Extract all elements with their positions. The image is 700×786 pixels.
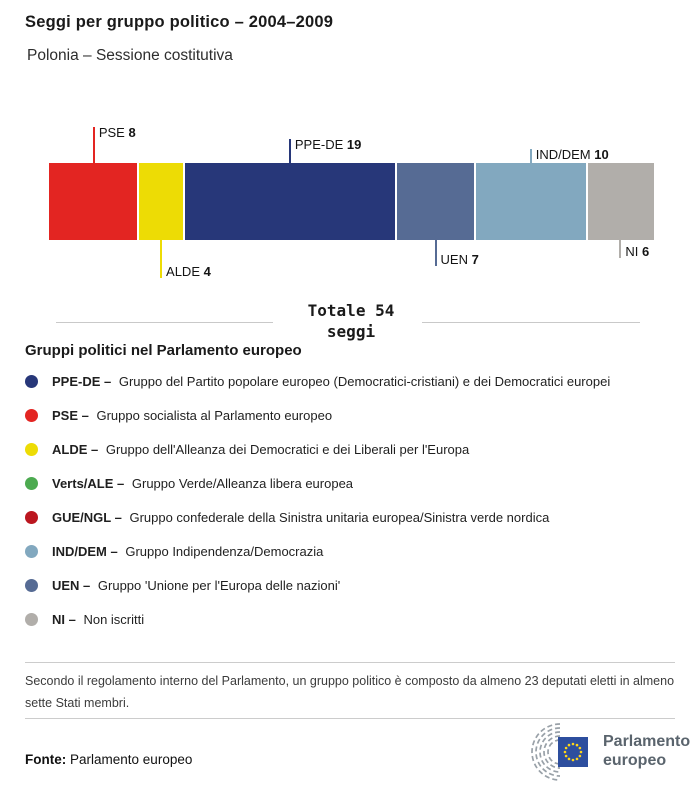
page-title: Seggi per gruppo politico – 2004–2009	[25, 13, 334, 31]
total-label-line2: seggi	[326, 322, 376, 341]
legend-item-inddem: IND/DEM – Gruppo Indipendenza/Democrazia	[25, 541, 685, 562]
legend-dot-icon	[25, 375, 38, 388]
total-rule-right	[422, 322, 640, 323]
callout-line-ALDE	[160, 240, 163, 278]
callout-line-UEN	[434, 240, 437, 266]
divider-bottom	[25, 718, 675, 719]
legend-item-vertsale: Verts/ALE – Gruppo Verde/Alleanza libera…	[25, 473, 685, 494]
eu-stars	[563, 742, 583, 762]
callout-label-NI: NI 6	[625, 244, 650, 259]
source-value: Parlamento europeo	[70, 752, 193, 767]
legend-item-label: IND/DEM – Gruppo Indipendenza/Democrazia	[52, 544, 324, 559]
legend-item-label: UEN – Gruppo 'Unione per l'Europa delle …	[52, 578, 341, 593]
footnote: Secondo il regolamento interno del Parla…	[25, 674, 675, 710]
source-label: Fonte:	[25, 752, 67, 767]
ep-logo-text-line2: europeo	[603, 752, 667, 769]
legend-item-label: NI – Non iscritti	[52, 612, 145, 627]
divider-top	[25, 662, 675, 663]
chart: PSE 8 ALDE 4 PPE-DE 19 UEN 7 IND/DEM 10 NI 6	[49, 120, 654, 280]
callout-line-PSE	[92, 127, 95, 163]
ep-logo: Parlamento europeo	[518, 723, 690, 781]
legend-dot-icon	[25, 613, 38, 626]
stacked-bar	[49, 163, 654, 240]
bar-segment-ALDE	[139, 163, 184, 240]
legend-item-label: PPE-DE – Gruppo del Partito popolare eur…	[52, 374, 611, 389]
legend-dot-icon	[25, 511, 38, 524]
legend-item-label: PSE – Gruppo socialista al Parlamento eu…	[52, 408, 333, 423]
legend-dot-icon	[25, 579, 38, 592]
eu-flag	[558, 737, 588, 767]
legend-item-ppede: PPE-DE – Gruppo del Partito popolare eur…	[25, 371, 685, 392]
callout-line-IND/DEM	[529, 149, 532, 163]
callout-label-IND/DEM: IND/DEM 10	[535, 147, 609, 162]
ep-logo-text: Parlamento europeo	[603, 732, 690, 770]
legend: PPE-DE – Gruppo del Partito popolare eur…	[25, 371, 685, 643]
callout-label-PSE: PSE 8	[98, 125, 136, 140]
callout-label-PPE-DE: PPE-DE 19	[294, 137, 362, 152]
bar-segment-UEN	[396, 163, 474, 240]
bar-segment-PSE	[49, 163, 138, 240]
legend-item-ni: NI – Non iscritti	[25, 609, 685, 630]
legend-item-label: GUE/NGL – Gruppo confederale della Sinis…	[52, 510, 550, 525]
legend-dot-icon	[25, 409, 38, 422]
bar-segment-IND/DEM	[475, 163, 586, 240]
callout-label-ALDE: ALDE 4	[166, 264, 211, 279]
bar-segment-NI	[587, 163, 654, 240]
legend-item-uen: UEN – Gruppo 'Unione per l'Europa delle …	[25, 575, 685, 596]
source-line: Fonte: Parlamento europeo	[25, 752, 192, 767]
legend-dot-icon	[25, 443, 38, 456]
bar-segment-PPE-DE	[185, 163, 395, 240]
legend-item-label: ALDE – Gruppo dell'Alleanza dei Democrat…	[52, 442, 470, 457]
legend-heading: Gruppi politici nel Parlamento europeo	[25, 342, 302, 359]
legend-dot-icon	[25, 545, 38, 558]
legend-item-guengl: GUE/NGL – Gruppo confederale della Sinis…	[25, 507, 685, 528]
legend-dot-icon	[25, 477, 38, 490]
ep-hemicycle-icon	[531, 723, 588, 781]
total-label-line1: Totale 54	[307, 301, 395, 320]
ep-logo-text-line1: Parlamento	[603, 733, 691, 750]
legend-item-alde: ALDE – Gruppo dell'Alleanza dei Democrat…	[25, 439, 685, 460]
legend-item-pse: PSE – Gruppo socialista al Parlamento eu…	[25, 405, 685, 426]
callout-line-NI	[619, 240, 622, 258]
legend-item-label: Verts/ALE – Gruppo Verde/Alleanza libera…	[52, 476, 354, 491]
total-rule-left	[56, 322, 273, 323]
callout-label-UEN: UEN 7	[440, 252, 479, 267]
page-subtitle: Polonia – Sessione costitutiva	[27, 47, 233, 64]
callout-line-PPE-DE	[288, 139, 291, 163]
